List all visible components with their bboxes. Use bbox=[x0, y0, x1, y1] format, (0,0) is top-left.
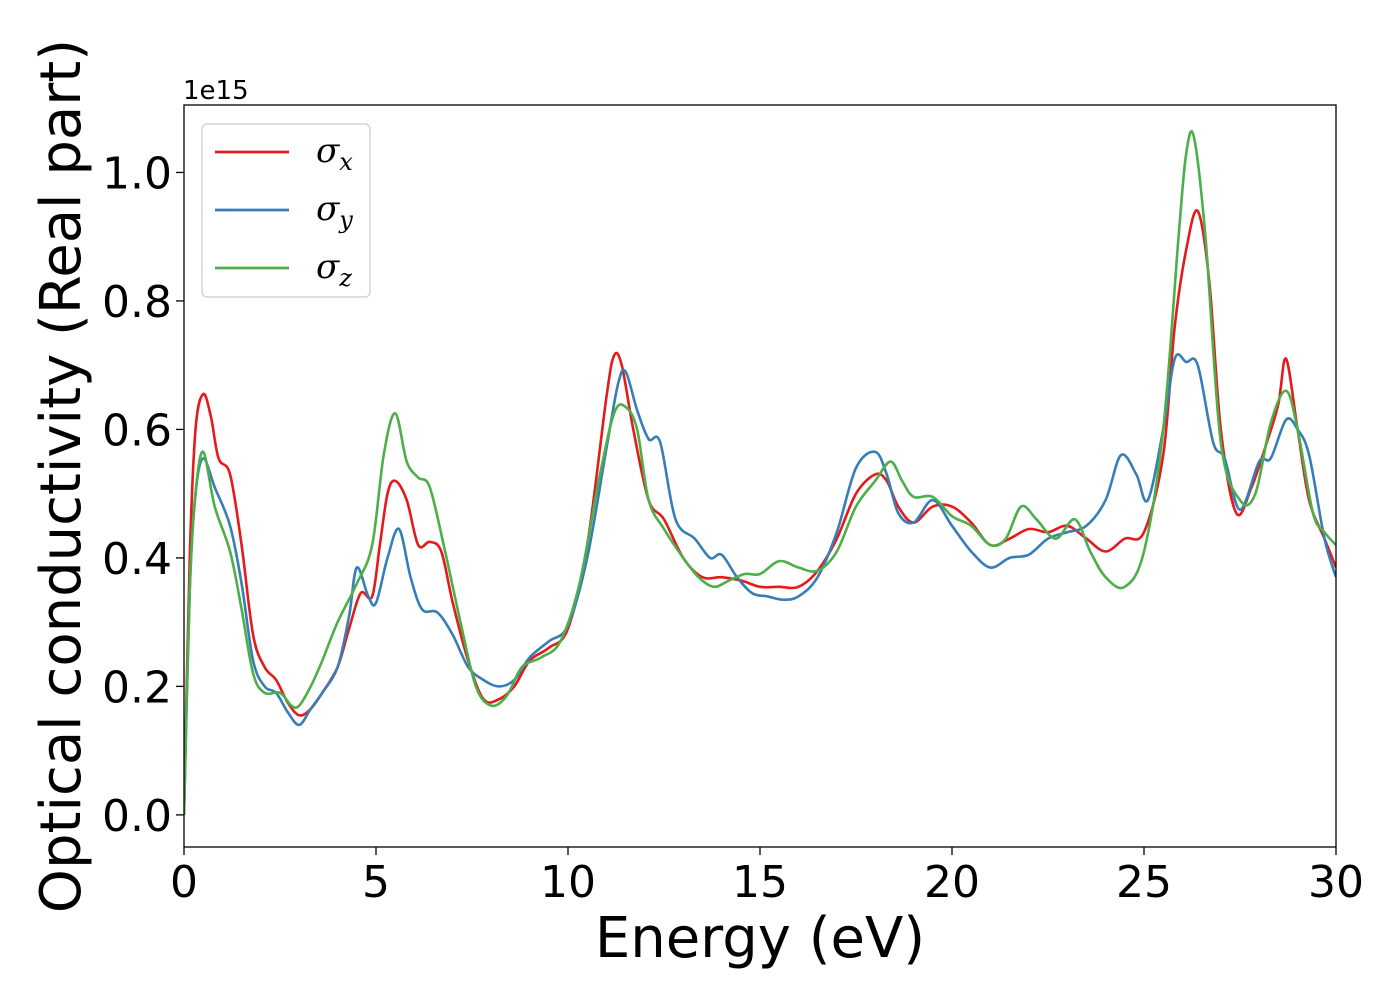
series-line-z bbox=[184, 130, 1336, 815]
legend-label-y: σy bbox=[316, 189, 353, 234]
x-tick-label: 25 bbox=[1116, 857, 1172, 908]
x-tick-label: 20 bbox=[924, 857, 980, 908]
x-tick-label: 0 bbox=[170, 857, 198, 908]
x-tick-label: 10 bbox=[540, 857, 596, 908]
series-line-x bbox=[184, 209, 1336, 815]
y-axis-label: Optical conductivity (Real part) bbox=[29, 39, 94, 913]
series-layer bbox=[184, 130, 1336, 815]
y-tick-label: 0.0 bbox=[102, 791, 172, 842]
y-tick-label: 0.4 bbox=[102, 534, 172, 585]
y-tick-label: 0.6 bbox=[102, 405, 172, 456]
y-tick-label: 0.2 bbox=[102, 662, 172, 713]
series-line-y bbox=[184, 353, 1336, 815]
legend-label-x: σx bbox=[316, 131, 353, 176]
y-tick-label: 1.0 bbox=[102, 148, 172, 199]
y-offset-label: 1e15 bbox=[183, 76, 249, 106]
y-tick-label: 0.8 bbox=[102, 277, 172, 328]
x-axis-label: Energy (eV) bbox=[595, 906, 925, 971]
legend: σx σy σz bbox=[201, 123, 371, 298]
x-axis: 0 5 10 15 20 25 30 bbox=[170, 847, 1364, 908]
x-tick-label: 15 bbox=[732, 857, 788, 908]
x-tick-label: 5 bbox=[362, 857, 390, 908]
legend-label-z: σz bbox=[316, 247, 352, 292]
x-tick-label: 30 bbox=[1308, 857, 1364, 908]
y-axis: 0.0 0.2 0.4 0.6 0.8 1.0 bbox=[102, 148, 184, 842]
